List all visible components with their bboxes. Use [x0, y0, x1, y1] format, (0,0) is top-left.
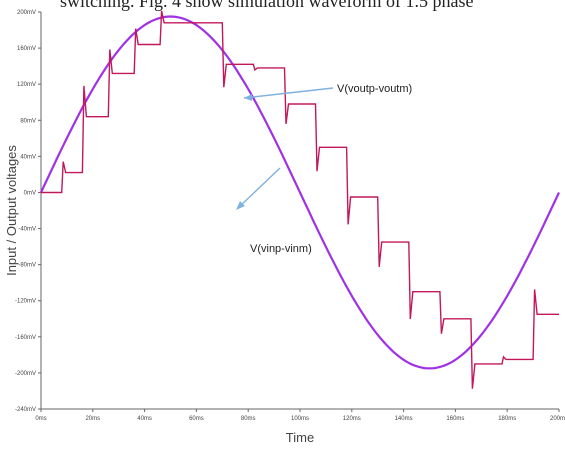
y-tick-label: 40mV: [20, 154, 36, 160]
series-layer: [40, 10, 560, 389]
x-tick-label: 120ms: [343, 416, 361, 422]
y-ticks: 200mV 160mV 120mV 80mV 40mV 0mV -40mV -80mV -120…: [15, 10, 41, 413]
y-tick-label: -40mV: [18, 227, 36, 233]
top-caption: switching. Fig. 4 show simulation wavefo…: [60, 0, 474, 11]
y-axis-label: Input / Output voltages: [4, 145, 19, 276]
x-ticks: 0ms 20ms 40ms 60ms 80ms 100ms 120ms 140ms 160ms 1…: [35, 409, 565, 422]
y-tick-label: 120mV: [17, 82, 36, 88]
x-tick-label: 60ms: [189, 416, 204, 422]
top-caption-strip: switching. Fig. 4 show simulation wavefo…: [0, 0, 565, 16]
x-tick-label: 80ms: [241, 416, 256, 422]
x-tick-label: 200ms: [550, 416, 565, 422]
y-tick-label: 160mV: [17, 46, 36, 52]
arrow-head-icon: [236, 201, 245, 210]
arrow-head-icon: [244, 94, 252, 101]
axes: [40, 12, 559, 410]
y-tick-label: -200mV: [15, 371, 36, 377]
y-tick-label: 80mV: [20, 118, 36, 124]
x-tick-label: 20ms: [85, 416, 100, 422]
series-line-vin: [40, 15, 560, 370]
annotations: V(voutp-voutm) V(vinp-vinm): [236, 83, 412, 255]
annotation-voutp: V(voutp-voutm): [337, 83, 412, 95]
series-line-vout: [41, 10, 559, 389]
y-tick-label: -80mV: [18, 263, 36, 269]
y-tick-label: -160mV: [15, 335, 36, 341]
y-tick-label: -240mV: [15, 407, 36, 413]
x-axis-label: Time: [286, 430, 314, 445]
y-tick-label: 0mV: [24, 190, 36, 196]
x-tick-label: 100ms: [291, 416, 309, 422]
x-tick-label: 180ms: [498, 416, 516, 422]
x-tick-label: 140ms: [395, 416, 413, 422]
x-tick-label: 160ms: [446, 416, 464, 422]
x-tick-label: 40ms: [137, 416, 152, 422]
annotation-arrow-voutp: [243, 87, 334, 99]
y-tick-label: -120mV: [15, 299, 36, 305]
annotation-vinp: V(vinp-vinm): [250, 243, 312, 255]
annotation-arrow-vinp: [237, 167, 281, 209]
x-tick-label: 0ms: [35, 416, 46, 422]
y-tick-label: 200mV: [17, 10, 36, 16]
